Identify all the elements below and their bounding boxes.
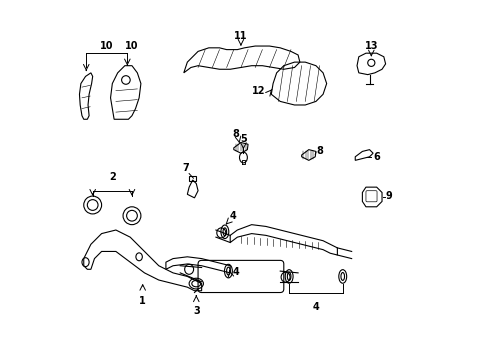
- Text: 6: 6: [372, 152, 379, 162]
- Text: 8: 8: [315, 147, 322, 157]
- Text: 2: 2: [109, 172, 116, 182]
- Text: 8: 8: [232, 129, 239, 139]
- Text: 4: 4: [312, 302, 319, 312]
- Text: 3: 3: [192, 306, 199, 316]
- Text: 5: 5: [240, 134, 246, 144]
- Text: 13: 13: [364, 41, 377, 51]
- Text: 1: 1: [139, 296, 146, 306]
- Text: 12: 12: [252, 86, 265, 96]
- Text: 9: 9: [385, 191, 391, 201]
- Text: 4: 4: [229, 211, 236, 221]
- Text: 4: 4: [233, 267, 239, 277]
- Text: 7: 7: [182, 163, 188, 173]
- Text: 10: 10: [125, 41, 139, 51]
- Text: 11: 11: [234, 31, 247, 41]
- Text: 10: 10: [99, 41, 113, 51]
